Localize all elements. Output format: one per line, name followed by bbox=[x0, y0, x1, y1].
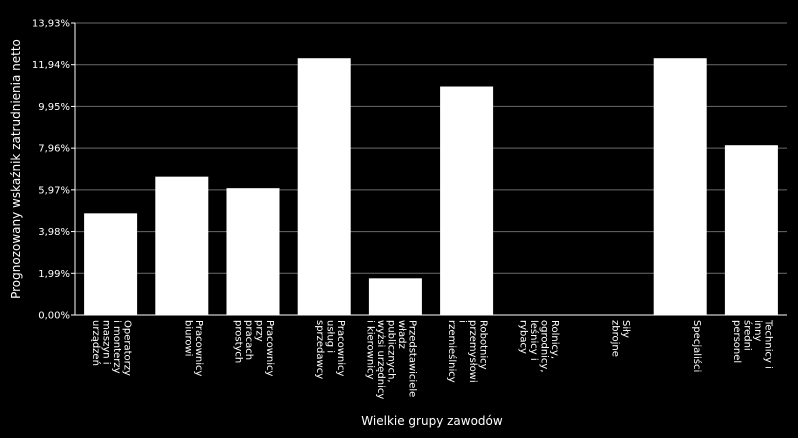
bar bbox=[440, 86, 494, 316]
x-category-label-line: sprzedawcy bbox=[314, 320, 325, 379]
x-category-label-line: Robotnicy bbox=[478, 320, 489, 370]
x-category-label-line: Siły bbox=[620, 320, 631, 338]
bar bbox=[653, 58, 707, 316]
x-category-label-line: Pracownicy bbox=[335, 320, 346, 377]
x-category-label-line: i bbox=[457, 320, 468, 323]
x-category-label-line: przy bbox=[254, 320, 265, 342]
y-tick-label: 9,95% bbox=[38, 102, 70, 113]
x-category-label-line: leśnicy i bbox=[528, 320, 540, 361]
x-category-label-line: wyżsi urzędnicy bbox=[375, 320, 386, 399]
x-category-label-line: władz bbox=[396, 320, 407, 349]
y-tick-label: 1,99% bbox=[38, 269, 70, 280]
x-category-label-line: ogrodnicy, bbox=[538, 320, 549, 373]
x-category-label-line: Operatorzy bbox=[122, 320, 133, 376]
x-category-label-line: rybacy bbox=[517, 320, 528, 354]
x-category-label-line: personel bbox=[731, 320, 742, 363]
bar bbox=[84, 213, 138, 315]
y-tick-label: 3,98% bbox=[38, 227, 70, 238]
x-category-label-line: średni bbox=[741, 320, 753, 351]
x-category-label-line: inny bbox=[752, 320, 763, 341]
y-tick-label: 7,96% bbox=[38, 144, 70, 155]
x-category-label-line: maszyn i bbox=[101, 320, 112, 365]
bar bbox=[724, 145, 778, 315]
bars bbox=[84, 58, 778, 316]
x-category-label-line: Przedstawiciele bbox=[406, 320, 417, 397]
y-tick-label: 5,97% bbox=[38, 185, 70, 196]
x-category-label-line: urządzeń bbox=[90, 320, 102, 366]
x-category-label-line: Specjaliści bbox=[691, 320, 703, 372]
x-category-label-line: rzemieślnicy bbox=[446, 320, 458, 383]
y-axis-title: Prognozowany wskaźnik zatrudnienia netto bbox=[9, 39, 23, 299]
y-tick-label: 11,94% bbox=[32, 60, 70, 71]
x-category-label-line: prostych bbox=[233, 320, 244, 363]
y-tick-label: 13,93% bbox=[32, 19, 70, 30]
x-axis-title: Wielkie grupy zawodów bbox=[361, 414, 503, 428]
x-category-label-line: przemysłowi bbox=[467, 320, 478, 383]
x-category-label-line: i monterzy bbox=[111, 320, 122, 374]
axes bbox=[74, 23, 787, 316]
x-category-label: Specjaliści bbox=[691, 320, 703, 372]
x-category-label-line: i kierownicy bbox=[364, 320, 375, 379]
x-category-label-line: Pracownicy bbox=[193, 320, 204, 377]
x-category-label-line: usług i bbox=[325, 320, 336, 353]
y-tick-label: 0,00% bbox=[38, 311, 70, 322]
bar bbox=[297, 58, 351, 316]
x-category-label-line: publicznych, bbox=[385, 320, 396, 383]
x-category-label-line: biurowi bbox=[182, 320, 193, 356]
x-category-label-line: Pracownicy bbox=[264, 320, 275, 377]
x-category-label-line: Technicy i bbox=[762, 319, 773, 369]
bar bbox=[226, 188, 280, 315]
y-tick-labels: 0,00% 1,99% 3,98% 5,97% 7,96% 9,95% 11,94% 13,9… bbox=[32, 19, 70, 322]
x-category-label-line: Rolnicy, bbox=[549, 320, 560, 359]
x-category-label-line: zbrojne bbox=[610, 320, 621, 357]
x-category-label-line: pracach bbox=[243, 320, 254, 360]
bar bbox=[368, 278, 422, 315]
bar bbox=[155, 176, 209, 315]
